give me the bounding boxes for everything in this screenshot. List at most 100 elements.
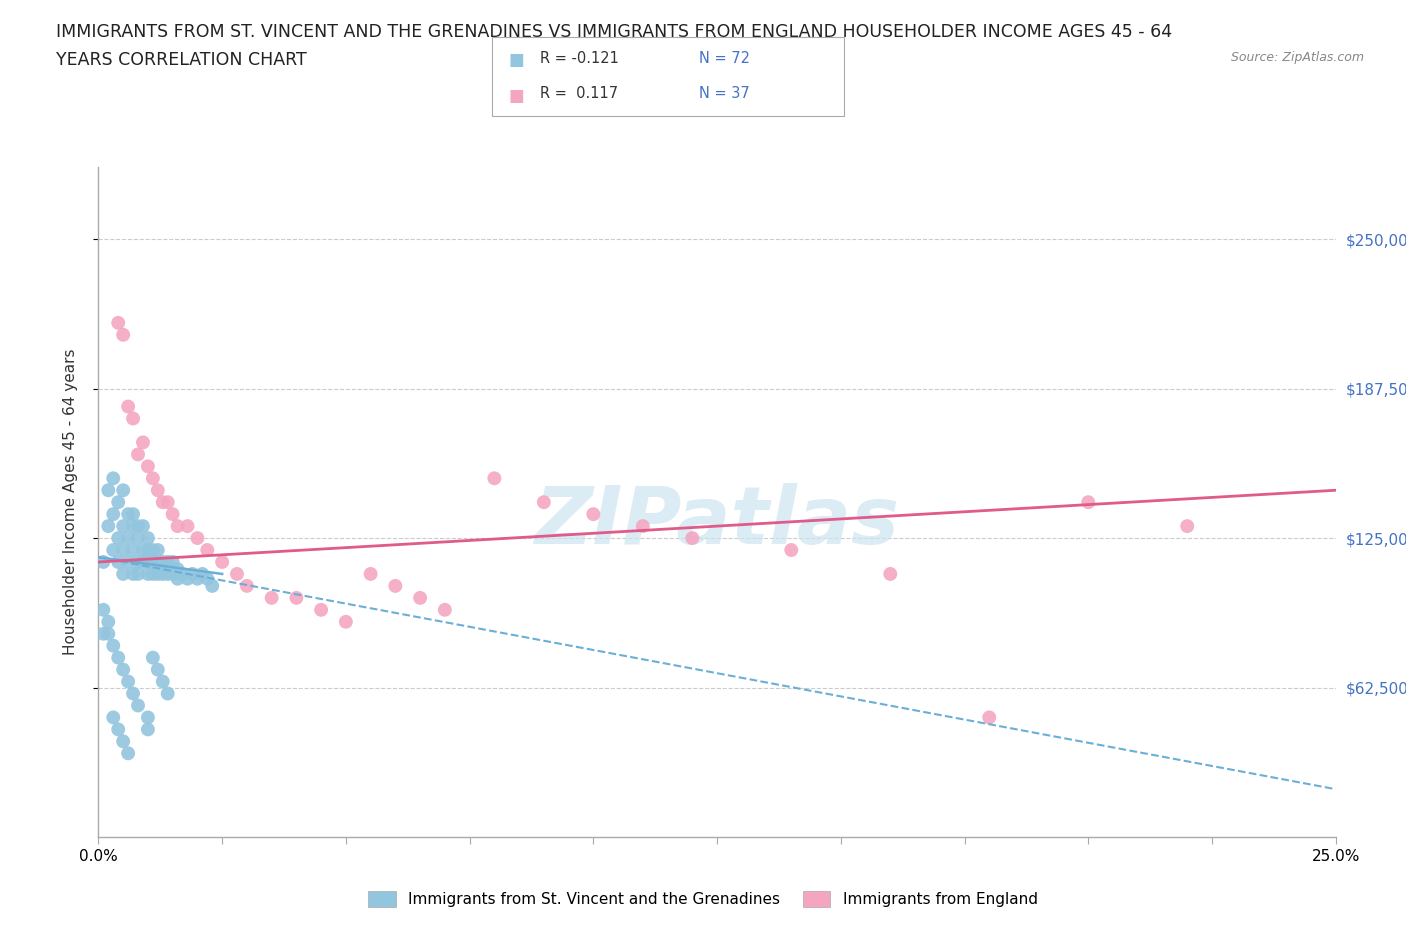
Point <box>146 566 169 581</box>
Point <box>142 471 165 485</box>
Point <box>122 411 145 426</box>
Point <box>122 566 145 581</box>
Point <box>582 507 605 522</box>
Point <box>211 554 233 569</box>
Point <box>195 542 218 557</box>
Point <box>152 566 174 581</box>
Point <box>132 519 155 534</box>
Point <box>195 571 218 586</box>
Point <box>533 495 555 510</box>
Point <box>309 603 332 618</box>
Point <box>97 615 120 630</box>
Point <box>127 531 149 546</box>
Point <box>122 507 145 522</box>
Point <box>122 519 145 534</box>
Point <box>132 542 155 557</box>
Point <box>631 519 654 534</box>
Point <box>176 519 198 534</box>
Point <box>360 566 382 581</box>
Point <box>117 674 139 689</box>
Point <box>127 554 149 569</box>
Point <box>285 591 308 605</box>
Point <box>166 571 188 586</box>
Point <box>156 495 179 510</box>
Point <box>103 638 125 653</box>
Point <box>117 507 139 522</box>
Point <box>97 519 120 534</box>
Point <box>136 554 159 569</box>
Point <box>152 674 174 689</box>
Point <box>142 566 165 581</box>
Point <box>484 471 506 485</box>
Point <box>122 542 145 557</box>
Point <box>433 603 456 618</box>
Point <box>127 519 149 534</box>
Point <box>201 578 224 593</box>
Point <box>93 626 115 641</box>
Point <box>122 686 145 701</box>
Point <box>112 662 135 677</box>
Point <box>166 519 188 534</box>
Point <box>186 531 208 546</box>
Point <box>112 327 135 342</box>
Point <box>146 662 169 677</box>
Text: R =  0.117: R = 0.117 <box>540 86 619 101</box>
Text: ZIPatlas: ZIPatlas <box>534 484 900 562</box>
Point <box>142 542 165 557</box>
Point <box>136 531 159 546</box>
Point <box>112 734 135 749</box>
Text: YEARS CORRELATION CHART: YEARS CORRELATION CHART <box>56 51 307 69</box>
Point <box>979 710 1001 724</box>
Point <box>117 531 139 546</box>
Text: R = -0.121: R = -0.121 <box>540 51 619 66</box>
Point <box>132 435 155 450</box>
Text: ■: ■ <box>509 86 524 104</box>
Text: ■: ■ <box>509 51 524 69</box>
Text: IMMIGRANTS FROM ST. VINCENT AND THE GRENADINES VS IMMIGRANTS FROM ENGLAND HOUSEH: IMMIGRANTS FROM ST. VINCENT AND THE GREN… <box>56 23 1173 41</box>
Point <box>93 603 115 618</box>
Point <box>156 686 179 701</box>
Point <box>136 710 159 724</box>
Point <box>127 566 149 581</box>
Point <box>127 698 149 713</box>
Point <box>103 542 125 557</box>
Point <box>879 566 901 581</box>
Point <box>112 542 135 557</box>
Point <box>172 566 194 581</box>
Point <box>681 531 703 546</box>
Point <box>176 571 198 586</box>
Point <box>1175 519 1198 534</box>
Point <box>97 483 120 498</box>
Point <box>146 483 169 498</box>
Point <box>103 710 125 724</box>
Point <box>146 542 169 557</box>
Point <box>136 566 159 581</box>
Point <box>93 554 115 569</box>
Point <box>136 722 159 737</box>
Text: N = 37: N = 37 <box>699 86 749 101</box>
Point <box>97 626 120 641</box>
Point <box>107 554 129 569</box>
Point <box>146 554 169 569</box>
Point <box>136 458 159 473</box>
Point <box>117 746 139 761</box>
Point <box>162 566 184 581</box>
Point <box>152 495 174 510</box>
Point <box>156 554 179 569</box>
Text: Source: ZipAtlas.com: Source: ZipAtlas.com <box>1230 51 1364 64</box>
Point <box>162 507 184 522</box>
Point <box>117 554 139 569</box>
Text: N = 72: N = 72 <box>699 51 749 66</box>
Point <box>107 315 129 330</box>
Point <box>191 566 214 581</box>
Point <box>103 471 125 485</box>
Point <box>152 554 174 569</box>
Point <box>162 554 184 569</box>
Y-axis label: Householder Income Ages 45 - 64 years: Householder Income Ages 45 - 64 years <box>63 349 77 656</box>
Point <box>156 566 179 581</box>
Legend: Immigrants from St. Vincent and the Grenadines, Immigrants from England: Immigrants from St. Vincent and the Gren… <box>363 884 1043 913</box>
Point <box>780 542 803 557</box>
Point <box>226 566 249 581</box>
Point <box>409 591 432 605</box>
Point <box>186 571 208 586</box>
